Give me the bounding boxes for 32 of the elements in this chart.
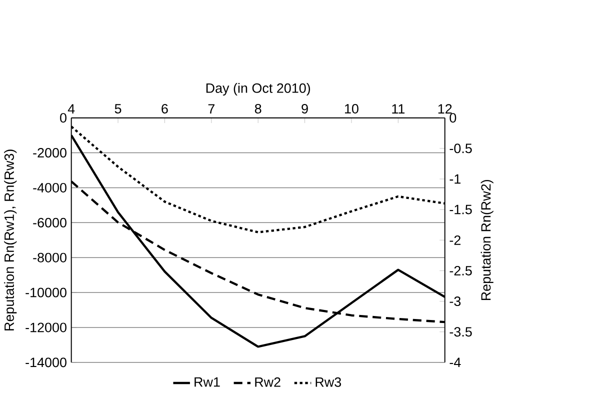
y2-tick-label: -1	[450, 174, 461, 184]
y-tick-label: 0	[60, 113, 66, 123]
y2-tick-label: -3	[450, 296, 461, 306]
y2-tick-label: -0.5	[450, 144, 472, 154]
x-axis-title: Day (in Oct 2010)	[206, 83, 310, 96]
y2-tick-label: -4	[450, 358, 461, 368]
y2-tick-label: 0	[450, 113, 456, 123]
y-tick-label: -14000	[26, 358, 66, 368]
y-tick-label: -8000	[33, 252, 66, 262]
y-tick-label: -6000	[33, 218, 66, 228]
x-tick-label: 6	[162, 104, 168, 114]
x-tick-label: 7	[208, 104, 214, 114]
y-axis-title: Reputation Rn(Rw1), Rn(Rw3)	[4, 150, 17, 330]
x-tick-label: 4	[68, 104, 75, 114]
x-tick-label: 12	[438, 104, 452, 114]
x-tick-label: 10	[345, 104, 358, 114]
y2-tick-label: -2	[450, 236, 460, 245]
legend-label: Rw2	[255, 377, 280, 387]
x-tick-label: 8	[254, 104, 262, 114]
y2-tick-label: -2.5	[450, 266, 472, 276]
x-tick-label: 11	[392, 104, 405, 114]
y-tick-label: -2000	[33, 148, 66, 158]
x-tick-label: 5	[114, 104, 122, 114]
y2-tick-label: -1.5	[450, 204, 472, 214]
y2-tick-label: -3.5	[450, 327, 472, 337]
y-tick-label: -10000	[26, 288, 66, 298]
y-tick-label: -12000	[26, 322, 66, 332]
legend-label: Rw1	[194, 378, 220, 387]
y-tick-label: -4000	[33, 183, 66, 193]
legend-label: Rw3	[316, 377, 342, 387]
x-tick-label: 9	[302, 104, 308, 114]
y2-axis-title: Reputation Rn(Rw2)	[480, 180, 494, 300]
